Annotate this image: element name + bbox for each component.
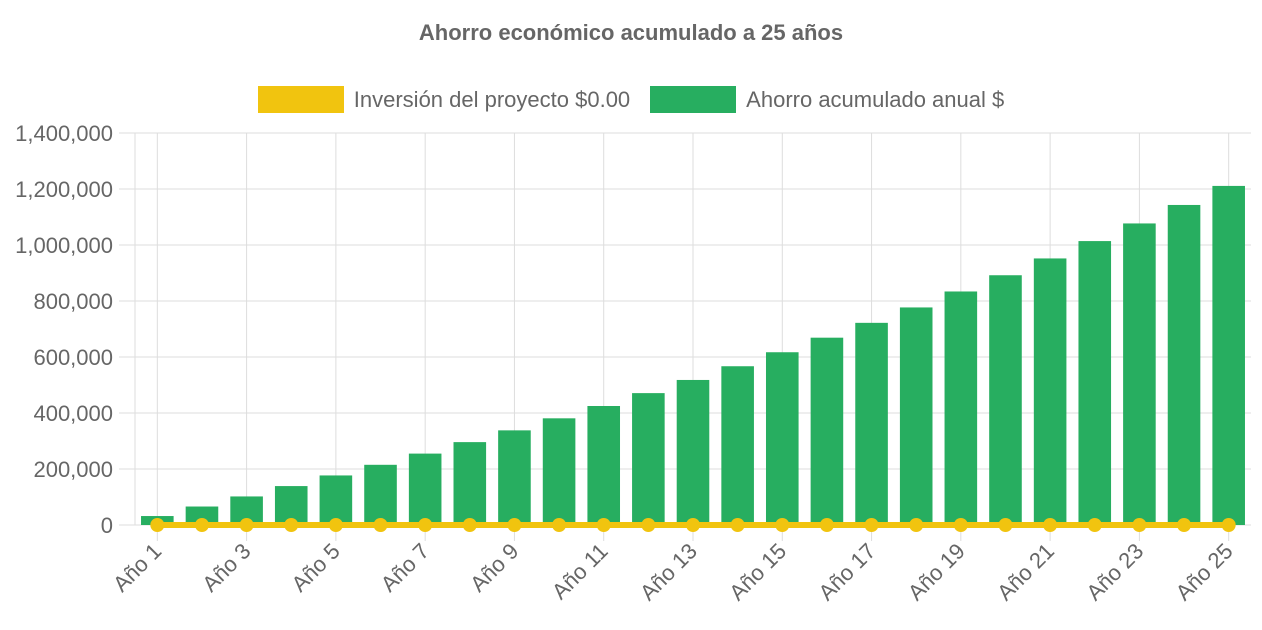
bar [1167,204,1201,525]
legend-label-savings: Ahorro acumulado anual $ [746,86,1005,112]
bar [408,453,442,525]
investment-point [373,518,388,532]
y-tick-label: 200,000 [33,457,113,482]
x-tick-label: Año 11 [547,538,613,604]
y-tick-label: 1,200,000 [15,177,113,202]
investment-point [552,518,567,532]
x-tick-label: Año 1 [108,538,166,596]
chart-title: Ahorro económico acumulado a 25 años [418,20,844,45]
legend: Inversión del proyecto $0.00 Ahorro acum… [0,86,1262,113]
investment-point [284,518,299,532]
investment-point [641,518,656,532]
legend-swatch-investment [257,86,344,113]
investment-point [998,518,1013,532]
bar [364,464,397,525]
bar [810,337,844,525]
bar [989,275,1022,525]
bar [453,442,487,525]
investment-point [686,518,700,532]
x-tick-label: Año 3 [197,538,255,596]
y-tick-label: 0 [101,513,113,538]
bar [1212,185,1245,526]
legend-item-savings[interactable]: Ahorro acumulado anual $ [650,86,1004,113]
bar [676,379,710,525]
bar [855,322,888,525]
bar [721,366,754,525]
investment-point [462,518,477,532]
x-tick-label: Año 21 [992,538,1059,605]
investment-point [1132,518,1147,532]
x-tick-label: Año 9 [465,538,523,596]
investment-point [507,518,522,532]
bar [587,406,621,525]
investment-point [150,518,165,532]
y-tick-label: 1,000,000 [15,233,113,258]
legend-label-investment: Inversión del proyecto $0.00 [353,86,631,112]
bar [185,506,219,525]
bar [765,352,799,525]
investment-point [239,518,254,532]
investment-point [1221,518,1236,532]
bar [1033,258,1067,525]
investment-point [194,518,209,532]
bar [1123,223,1156,525]
bar [632,393,665,525]
x-tick-label: Año 17 [814,538,881,605]
bar [944,291,978,525]
bar [319,475,353,525]
x-tick-label: Año 5 [287,538,345,596]
bar [542,418,576,525]
x-tick-label: Año 15 [724,538,791,605]
legend-item-investment[interactable]: Inversión del proyecto $0.00 [257,86,631,113]
investment-point [596,518,611,532]
y-tick-label: 1,400,000 [15,121,113,146]
investment-point [328,518,343,532]
x-tick-label: Año 23 [1081,538,1148,605]
investment-point [1087,518,1102,532]
investment-point [1177,518,1192,532]
x-tick-label: Año 19 [903,538,970,605]
y-tick-label: 600,000 [33,345,113,370]
investment-point [730,518,745,532]
x-tick-label: Año 13 [635,538,702,605]
investment-point [953,518,968,532]
bar [899,307,933,525]
investment-point [864,518,879,532]
investment-point [1043,518,1058,532]
investment-point [418,518,433,532]
x-tick-label: Año 7 [376,538,434,596]
investment-point [909,518,924,532]
investment-point [775,518,790,532]
y-tick-label: 800,000 [33,289,113,314]
investment-point [819,518,834,532]
bar [498,430,531,525]
x-tick-label: Año 25 [1171,538,1238,605]
bar [1078,241,1112,525]
legend-swatch-savings [650,86,737,113]
y-tick-label: 400,000 [33,401,113,426]
